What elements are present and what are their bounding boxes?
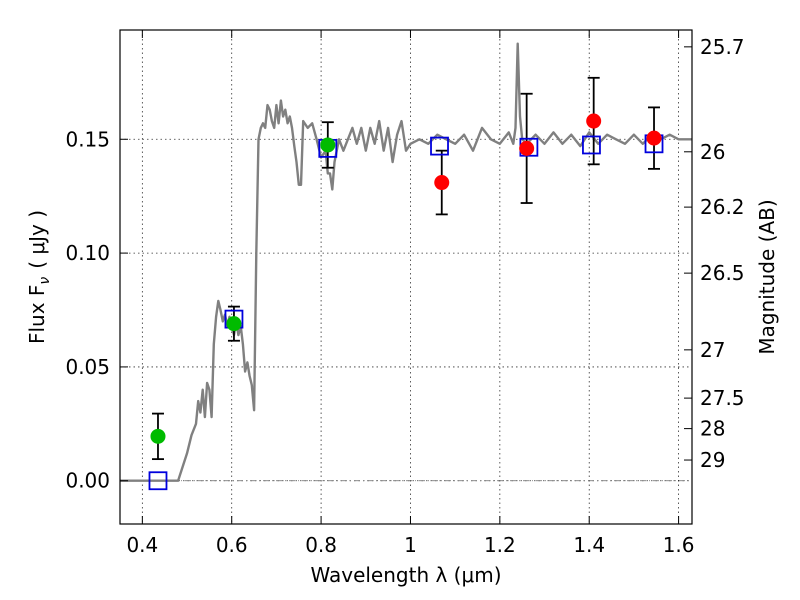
- data-point: [434, 175, 450, 191]
- magnitude-tick-label: 26.5: [700, 261, 745, 285]
- x-tick-label: 1: [404, 533, 417, 557]
- y-axis-label: Flux Fν ( μJy ): [25, 210, 53, 344]
- model-markers: [148, 134, 664, 491]
- data-point: [519, 140, 535, 156]
- data-point: [646, 130, 662, 146]
- data-point: [150, 428, 166, 444]
- x-tick-label: 1.4: [573, 533, 605, 557]
- y-axis-label-main: Flux F: [25, 285, 49, 344]
- magnitude-tick-label: 29: [700, 448, 725, 472]
- spectrum-line: [120, 42, 692, 482]
- y-tick-label: 0.00: [65, 469, 110, 493]
- model-marker: [430, 136, 449, 156]
- y-tick-label: 0.05: [65, 355, 110, 379]
- model-marker: [148, 471, 168, 491]
- error-bars: [151, 76, 661, 461]
- magnitude-axis-ticks: 25.7 26 26.2 26.5 27 27.5 28 29: [684, 35, 745, 472]
- magnitude-tick-label: 28: [700, 417, 725, 441]
- y-axis-label-subscript: ν: [37, 277, 53, 285]
- y-axis-ticks: 0.00 0.05 0.10 0.15: [65, 127, 128, 493]
- magnitude-tick-label: 27.5: [700, 386, 745, 410]
- x-tick-label: 0.8: [305, 533, 337, 557]
- data-points: [150, 113, 662, 444]
- magnitude-tick-label: 27: [700, 338, 725, 362]
- magnitude-tick-label: 26.2: [700, 195, 745, 219]
- y-axis-label-unit: ( μJy ): [25, 210, 49, 269]
- y-tick-label: 0.10: [65, 241, 110, 265]
- x-tick-label: 0.4: [126, 533, 158, 557]
- data-point: [586, 113, 602, 129]
- magnitude-tick-label: 26: [700, 140, 725, 164]
- spectrum-series: [120, 42, 692, 482]
- magnitude-axis-label: Magnitude (AB): [755, 199, 779, 354]
- grid: [120, 30, 692, 524]
- x-tick-label: 1.2: [484, 533, 516, 557]
- y-tick-label: 0.15: [65, 127, 110, 151]
- x-tick-label: 0.6: [216, 533, 248, 557]
- x-axis-label: Wavelength λ (μm): [310, 563, 501, 587]
- plot-frame: [119, 29, 693, 525]
- data-point: [226, 316, 242, 332]
- x-tick-label: 1.6: [663, 533, 695, 557]
- model-marker: [582, 135, 601, 155]
- magnitude-tick-label: 25.7: [700, 35, 745, 59]
- x-axis-ticks: 0.4 0.6 0.8 1 1.2 1.4 1.6: [126, 30, 695, 557]
- data-point: [320, 137, 336, 153]
